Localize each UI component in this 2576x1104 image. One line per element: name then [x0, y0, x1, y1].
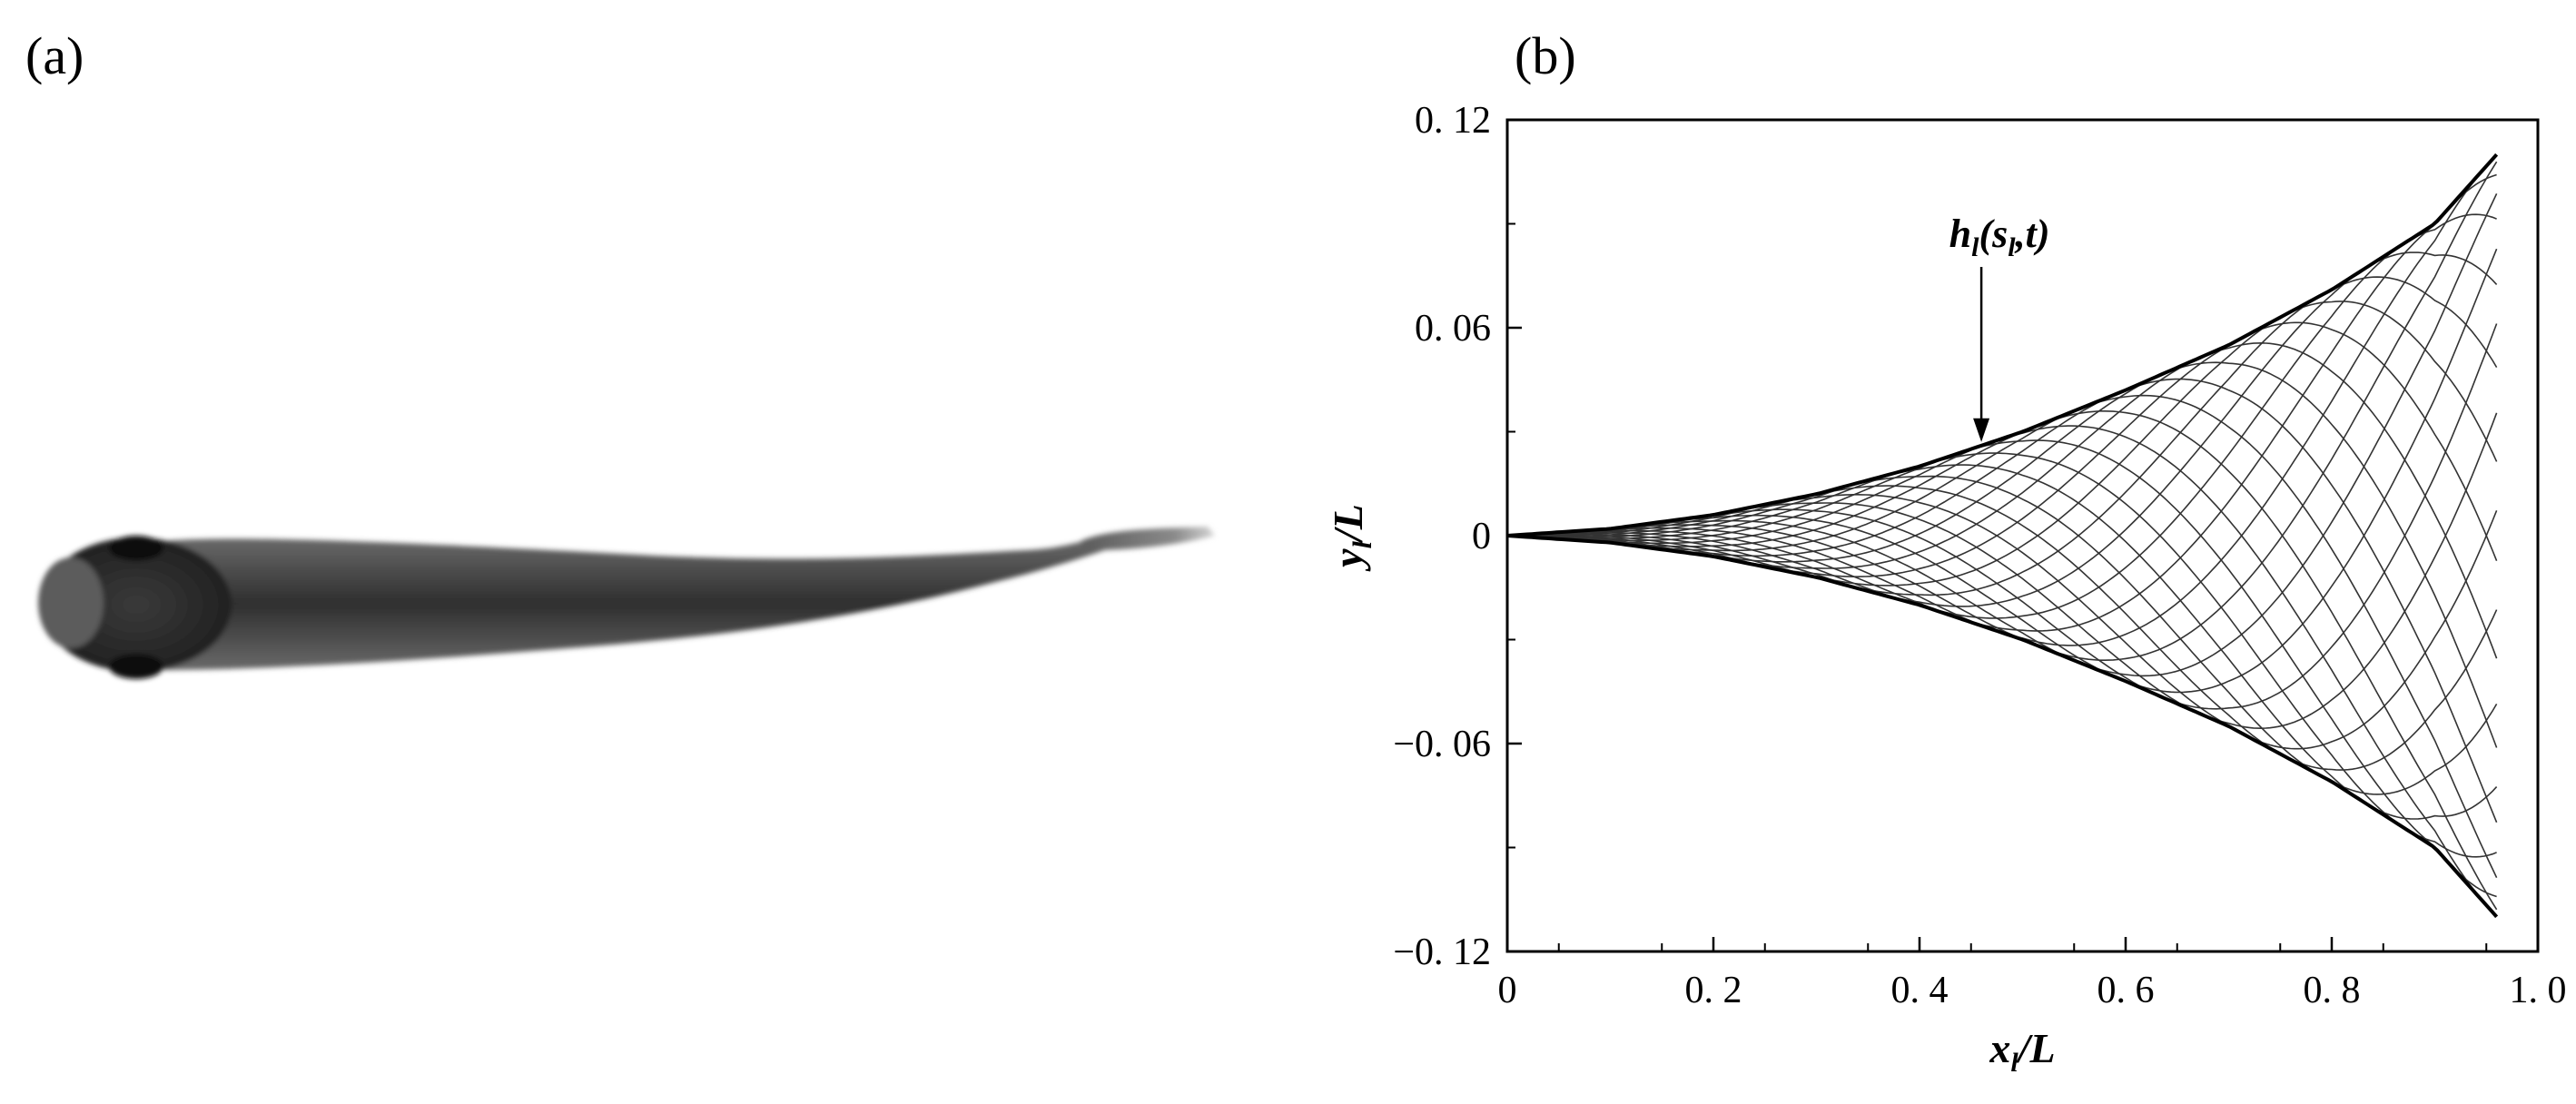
wave-line [1506, 213, 2497, 619]
wave-line [1506, 301, 2498, 586]
envelope-upper [1506, 153, 2499, 537]
svg-text:hl(sl,t): hl(sl,t) [1949, 212, 2050, 262]
y-tick-label: 0. 12 [1415, 100, 1491, 142]
wave-lines [1506, 154, 2498, 917]
envelope-lines [1506, 153, 2499, 919]
annotation-h-l: hl(sl,t) [1949, 212, 2050, 442]
fish-silhouette [38, 527, 1215, 679]
wave-line [1506, 192, 2498, 677]
y-tick-label: 0. 06 [1415, 308, 1491, 350]
x-tick-label: 0. 4 [1891, 970, 1949, 1011]
x-tick-label: 0 [1498, 970, 1517, 1011]
wave-line [1506, 161, 2498, 661]
panel-label-b: (b) [1515, 26, 1576, 85]
wave-line [1506, 394, 2498, 879]
envelope-lower [1506, 534, 2499, 919]
wave-line [1506, 251, 2498, 607]
y-axis-title: yl/L [1325, 504, 1377, 572]
wave-line [1506, 412, 2498, 730]
wave-line [1506, 425, 2498, 917]
wave-line [1506, 173, 2497, 632]
y-tick-label: −0. 12 [1393, 932, 1491, 973]
panel-label-a: (a) [25, 26, 84, 85]
x-tick-label: 0. 2 [1685, 970, 1742, 1011]
x-axis-ticks: 0 0. 2 0. 4 0. 6 0. 8 1. 0 [1498, 937, 2567, 1011]
fish-image [38, 527, 1215, 679]
wave-line [1507, 321, 2498, 577]
x-tick-label: 1. 0 [2510, 970, 2567, 1011]
wave-line [1506, 410, 2498, 911]
y-tick-label: −0. 06 [1393, 724, 1491, 765]
x-tick-label: 0. 6 [2097, 970, 2155, 1011]
y-axis-ticks: 0. 12 0. 06 0 −0. 06 −0. 12 [1393, 100, 1522, 973]
wave-line [1506, 361, 2498, 748]
x-axis-title: xl/L [1989, 1025, 2055, 1078]
y-tick-label: 0 [1472, 516, 1491, 557]
x-tick-label: 0. 8 [2304, 970, 2361, 1011]
wave-line [1506, 323, 2498, 710]
wave-line [1506, 341, 2498, 659]
